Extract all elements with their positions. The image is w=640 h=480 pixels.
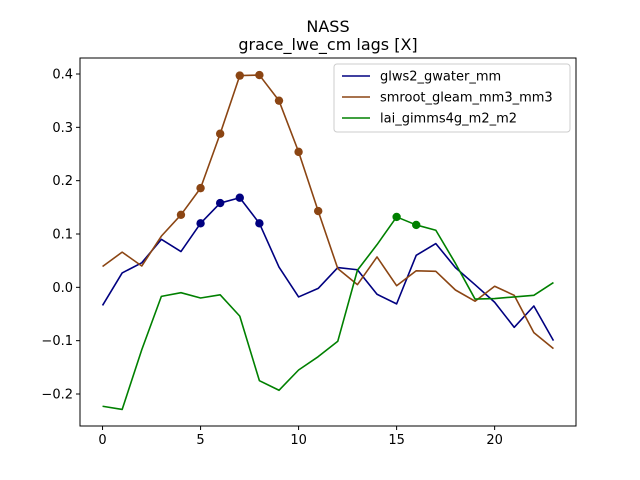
data-point-glws2-gwater-mm	[196, 219, 205, 228]
x-tick-label: 10	[290, 433, 307, 448]
data-point-smroot-gleam-mm3-mm3	[294, 147, 303, 157]
data-point-smroot-gleam-mm3-mm3	[313, 206, 323, 216]
y-tick-label: −0.1	[41, 334, 73, 349]
legend-label-smroot-gleam-mm3-mm3: smroot_gleam_mm3_mm3	[380, 91, 553, 106]
y-tick-label: 0.3	[52, 121, 73, 136]
data-point-smroot-gleam-mm3-mm3	[255, 70, 264, 80]
data-point-smroot-gleam-mm3-mm3	[215, 129, 225, 138]
legend: glws2_gwater_mm smroot_gleam_mm3_mm3 lai_g…	[333, 63, 571, 133]
y-tick-label: 0.0	[52, 281, 73, 296]
data-point-lai-gimms4g-m2-m2	[392, 212, 401, 222]
legend-box	[333, 63, 571, 133]
chart-subtitle: grace_lwe_cm lags [X]	[238, 35, 417, 55]
y-tick-label: 0.4	[52, 68, 73, 83]
data-point-glws2-gwater-mm	[235, 193, 244, 202]
data-point-lai-gimms4g-m2-m2	[412, 220, 421, 230]
y-tick-label: 0.2	[52, 174, 73, 189]
data-point-smroot-gleam-mm3-mm3	[235, 71, 244, 80]
x-tick-label: 5	[196, 433, 204, 448]
plot-area: 0 5 10 15 20 −0.2 −0.1 0.0 0.1 0.2 0.3 0.4	[41, 57, 577, 448]
x-tick-label: 0	[98, 433, 106, 448]
axes-frame	[79, 57, 577, 427]
series-line-glws2-gwater-mm	[101, 196, 555, 342]
legend-label-glws2-gwater-mm: glws2_gwater_mm	[380, 70, 501, 85]
data-point-smroot-gleam-mm3-mm3	[196, 183, 205, 193]
data-point-smroot-gleam-mm3-mm3	[274, 96, 284, 105]
data-point-glws2-gwater-mm	[255, 219, 264, 228]
legend-label-lai-gimms4g-m2-m2: lai_gimms4g_m2_m2	[380, 112, 517, 127]
data-point-glws2-gwater-mm	[215, 198, 225, 208]
y-tick-label: 0.1	[52, 228, 73, 243]
x-tick-label: 20	[486, 433, 503, 448]
series-line-lai-gimms4g-m2-m2	[102, 216, 554, 411]
x-tick-label: 15	[388, 433, 405, 448]
data-point-smroot-gleam-mm3-mm3	[176, 210, 186, 219]
y-tick-label: −0.2	[41, 388, 73, 403]
chart-title: NASS	[306, 17, 349, 36]
